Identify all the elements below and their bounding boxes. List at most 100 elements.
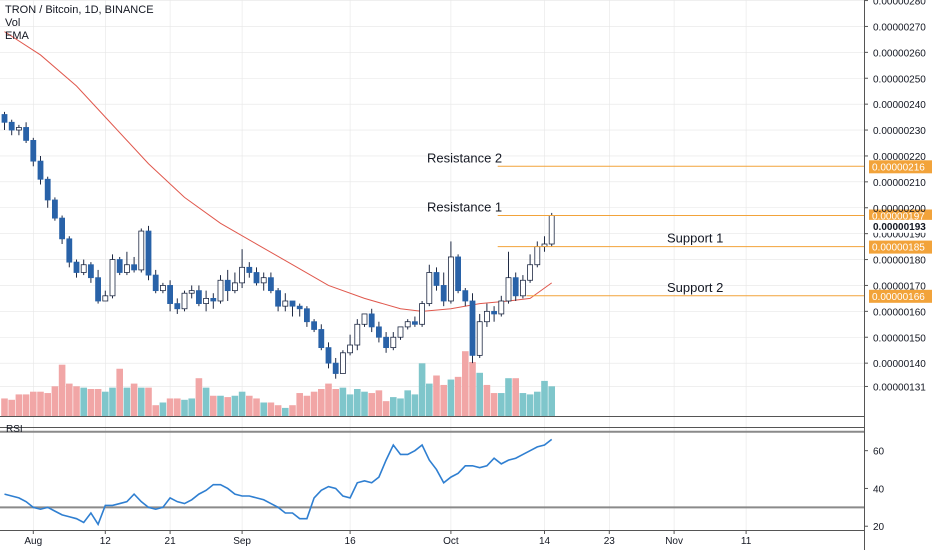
candle-body: [267, 277, 274, 292]
candle-body: [15, 127, 22, 131]
candle-body: [361, 313, 368, 325]
level-annotation: Support 1: [667, 231, 723, 246]
candle-body: [145, 230, 152, 276]
volume-bar: [296, 393, 303, 416]
candle-body: [224, 279, 231, 292]
legend-vol[interactable]: Vol: [5, 17, 21, 29]
volume-bar: [433, 375, 440, 416]
candle-body: [469, 300, 476, 356]
legend-ema[interactable]: EMA: [5, 30, 29, 42]
candle-body: [375, 326, 382, 338]
candle-body: [318, 329, 325, 349]
volume-bar: [397, 398, 404, 416]
volume-bar: [361, 391, 368, 416]
candle-body: [282, 300, 289, 307]
price-tag: [869, 240, 932, 254]
price-tick-label: 0.00000180: [873, 256, 926, 267]
candle-body: [116, 259, 123, 273]
legend-symbol[interactable]: TRON / Bitcoin, 1D, BINANCE: [5, 4, 154, 16]
volume-bar: [238, 391, 246, 416]
price-tick-label: 0.00000160: [873, 307, 926, 318]
candle-body: [440, 285, 447, 302]
price-tag: [869, 289, 932, 303]
candle-body: [534, 246, 541, 266]
ema-line-group: [4, 31, 552, 312]
legend: TRON / Bitcoin, 1D, BINANCE Vol EMA: [5, 4, 154, 43]
volume-bar: [51, 386, 59, 416]
candle-body: [102, 295, 109, 302]
candle-body: [332, 362, 339, 374]
volume-bar: [22, 394, 30, 416]
candle-body: [289, 300, 296, 307]
candle-body: [95, 277, 101, 302]
level-lines: Resistance 2 0.00000216 Resistance 1 0.0000…: [427, 150, 932, 303]
volume-bar: [80, 387, 87, 416]
volume-bar: [390, 397, 397, 416]
volume-bar: [224, 397, 231, 416]
candle-body: [239, 266, 246, 284]
candle-body: [52, 199, 58, 219]
candle-body: [8, 121, 15, 131]
candle-body: [339, 352, 346, 374]
volume-bar: [30, 391, 37, 416]
time-tick-label: 23: [604, 536, 616, 547]
candle-body: [124, 264, 130, 273]
candles: [1, 111, 555, 379]
volume-bar: [66, 383, 73, 416]
volume-bar: [447, 379, 455, 416]
volume-bar: [282, 407, 289, 416]
time-tick-label: 16: [345, 536, 357, 547]
price-tag-label: 0.00000185: [872, 243, 925, 254]
candle-body: [404, 321, 411, 328]
price-tick-label: 0.00000200: [873, 204, 926, 215]
candle-body: [217, 279, 224, 302]
rsi-label[interactable]: RSI: [6, 424, 23, 435]
volume-bar: [152, 405, 159, 416]
candle-body: [174, 303, 181, 310]
candle-body: [476, 321, 483, 356]
volume-bar: [454, 376, 462, 416]
candle-body: [66, 238, 73, 263]
volume-bar: [512, 378, 519, 416]
candle-body: [231, 282, 238, 292]
volume-bar: [426, 383, 433, 416]
price-tick-label: 0.00000150: [873, 333, 926, 344]
candle-body: [44, 178, 51, 201]
volume-bar: [440, 384, 447, 416]
candle-body: [426, 272, 433, 304]
volume-bar: [418, 363, 426, 416]
volume-bar: [231, 395, 239, 416]
volume-bar: [303, 395, 311, 416]
price-tick-label: 0.00000250: [873, 74, 926, 85]
level-annotation: Resistance 2: [427, 150, 502, 165]
price-tick-label: 0.00000220: [873, 152, 926, 163]
price-tick-label: 0.00000240: [873, 100, 926, 111]
candle-body: [23, 127, 30, 141]
price-tick-label: 0.00000280: [873, 0, 926, 8]
volume-bar: [260, 402, 267, 416]
volume-bar: [346, 394, 354, 416]
candle-body: [512, 277, 519, 297]
candle-body: [195, 290, 202, 304]
price-tick-label: 0.00000170: [873, 281, 926, 292]
volume-bar: [202, 387, 210, 416]
price-tick-label: 0.00000230: [873, 126, 926, 137]
volume-bar: [382, 401, 390, 416]
volume-bar: [174, 398, 181, 416]
candle-body: [37, 160, 44, 180]
volume-bar: [526, 394, 534, 416]
last-price-label: 0.00000193: [873, 222, 926, 233]
candle-body: [188, 290, 195, 294]
volume-bar: [181, 399, 188, 416]
candle-body: [88, 264, 94, 279]
time-tick-label: Nov: [665, 536, 683, 547]
volume-bar: [490, 393, 498, 416]
candle-body: [354, 323, 361, 346]
ema-line: [4, 31, 552, 312]
price-tick-label: 0.00000131: [873, 382, 926, 393]
volume-bar: [15, 394, 23, 416]
volume-bar: [8, 399, 15, 416]
